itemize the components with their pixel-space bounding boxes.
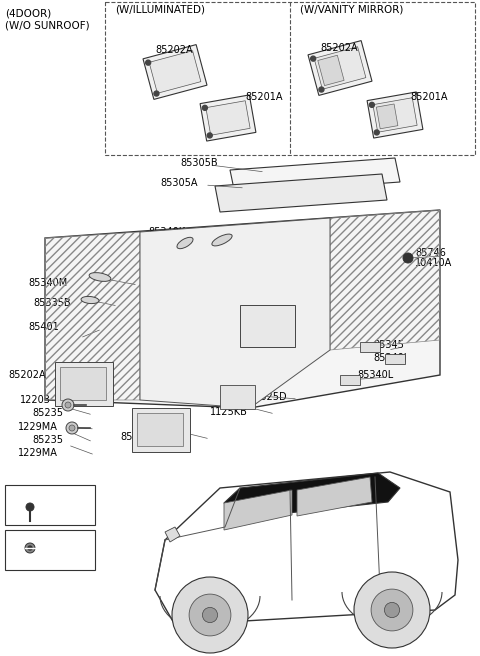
Bar xyxy=(314,47,366,89)
Bar xyxy=(105,2,475,155)
Bar xyxy=(360,342,380,352)
Ellipse shape xyxy=(212,234,232,246)
Circle shape xyxy=(370,102,374,108)
Bar xyxy=(55,362,113,406)
Text: 95520A: 95520A xyxy=(25,545,62,555)
Polygon shape xyxy=(224,490,292,530)
Circle shape xyxy=(384,602,399,617)
Circle shape xyxy=(69,425,75,431)
Circle shape xyxy=(28,546,32,550)
Bar xyxy=(367,92,423,138)
Circle shape xyxy=(203,106,207,110)
Polygon shape xyxy=(140,218,330,408)
Text: 95520A: 95520A xyxy=(9,534,47,544)
Bar xyxy=(376,104,398,129)
Polygon shape xyxy=(230,158,400,194)
Text: 91800D: 91800D xyxy=(248,302,286,312)
Text: 85335B: 85335B xyxy=(33,298,71,308)
Text: 85325D: 85325D xyxy=(248,392,287,402)
Bar xyxy=(385,354,405,364)
Circle shape xyxy=(66,422,78,434)
Bar xyxy=(240,305,295,347)
Circle shape xyxy=(403,253,413,263)
Bar xyxy=(60,367,106,400)
Text: 10410A: 10410A xyxy=(415,258,452,268)
Text: 85746: 85746 xyxy=(415,248,446,258)
Circle shape xyxy=(62,399,74,411)
Text: 85340M: 85340M xyxy=(28,278,67,288)
Bar xyxy=(373,98,417,133)
Text: (4DOOR): (4DOOR) xyxy=(5,8,51,18)
Bar xyxy=(318,55,344,85)
Circle shape xyxy=(145,60,151,65)
Text: 85202A: 85202A xyxy=(320,43,358,53)
Bar xyxy=(137,413,183,446)
Circle shape xyxy=(26,503,34,511)
Text: 85305A: 85305A xyxy=(160,178,197,188)
Text: 85340L: 85340L xyxy=(357,370,393,380)
Bar xyxy=(143,45,207,100)
Text: 12203: 12203 xyxy=(20,395,51,405)
Text: 1125KB: 1125KB xyxy=(210,407,248,417)
Text: 85325A: 85325A xyxy=(25,498,62,508)
Text: 85305B: 85305B xyxy=(180,158,217,168)
Circle shape xyxy=(354,572,430,648)
Text: 85355: 85355 xyxy=(195,227,226,237)
Ellipse shape xyxy=(81,297,99,304)
Polygon shape xyxy=(165,527,180,542)
Polygon shape xyxy=(155,472,458,625)
Circle shape xyxy=(311,56,316,61)
Text: 85201A: 85201A xyxy=(245,92,283,102)
Text: 85401: 85401 xyxy=(28,322,59,332)
Bar xyxy=(132,408,190,452)
Circle shape xyxy=(374,130,379,135)
Ellipse shape xyxy=(89,273,111,281)
Circle shape xyxy=(172,577,248,653)
Polygon shape xyxy=(215,174,387,212)
Text: 85201A: 85201A xyxy=(410,92,447,102)
Bar xyxy=(206,101,250,135)
Text: 1229MA: 1229MA xyxy=(18,448,58,458)
Text: (W/VANITY MIRROR): (W/VANITY MIRROR) xyxy=(300,5,403,15)
Text: 85340J: 85340J xyxy=(373,353,407,363)
Text: 85235: 85235 xyxy=(32,435,63,445)
Bar xyxy=(308,41,372,95)
Bar xyxy=(220,385,255,409)
Text: 85202A: 85202A xyxy=(155,45,192,55)
Text: (W/O SUNROOF): (W/O SUNROOF) xyxy=(5,20,90,30)
Circle shape xyxy=(65,402,71,408)
Text: 85201A: 85201A xyxy=(120,432,157,442)
Bar xyxy=(5,530,95,570)
Polygon shape xyxy=(297,477,372,516)
Bar xyxy=(149,51,201,93)
Polygon shape xyxy=(224,473,400,518)
Text: 1229MA: 1229MA xyxy=(18,422,58,432)
Circle shape xyxy=(319,87,324,92)
Circle shape xyxy=(371,589,413,631)
Bar xyxy=(200,95,256,141)
Circle shape xyxy=(189,594,231,636)
Circle shape xyxy=(154,91,159,96)
Text: 85202A: 85202A xyxy=(8,370,46,380)
Circle shape xyxy=(25,543,35,553)
Text: 85235: 85235 xyxy=(32,408,63,418)
Circle shape xyxy=(203,607,217,623)
Polygon shape xyxy=(45,210,440,408)
Text: 85325A: 85325A xyxy=(9,489,47,499)
Bar xyxy=(340,375,360,385)
Text: (W/ILLUMINATED): (W/ILLUMINATED) xyxy=(115,5,205,15)
Bar xyxy=(5,485,95,525)
Text: 85340K: 85340K xyxy=(148,227,185,237)
Circle shape xyxy=(207,133,212,138)
Ellipse shape xyxy=(177,237,193,249)
Text: 85345: 85345 xyxy=(373,340,404,350)
